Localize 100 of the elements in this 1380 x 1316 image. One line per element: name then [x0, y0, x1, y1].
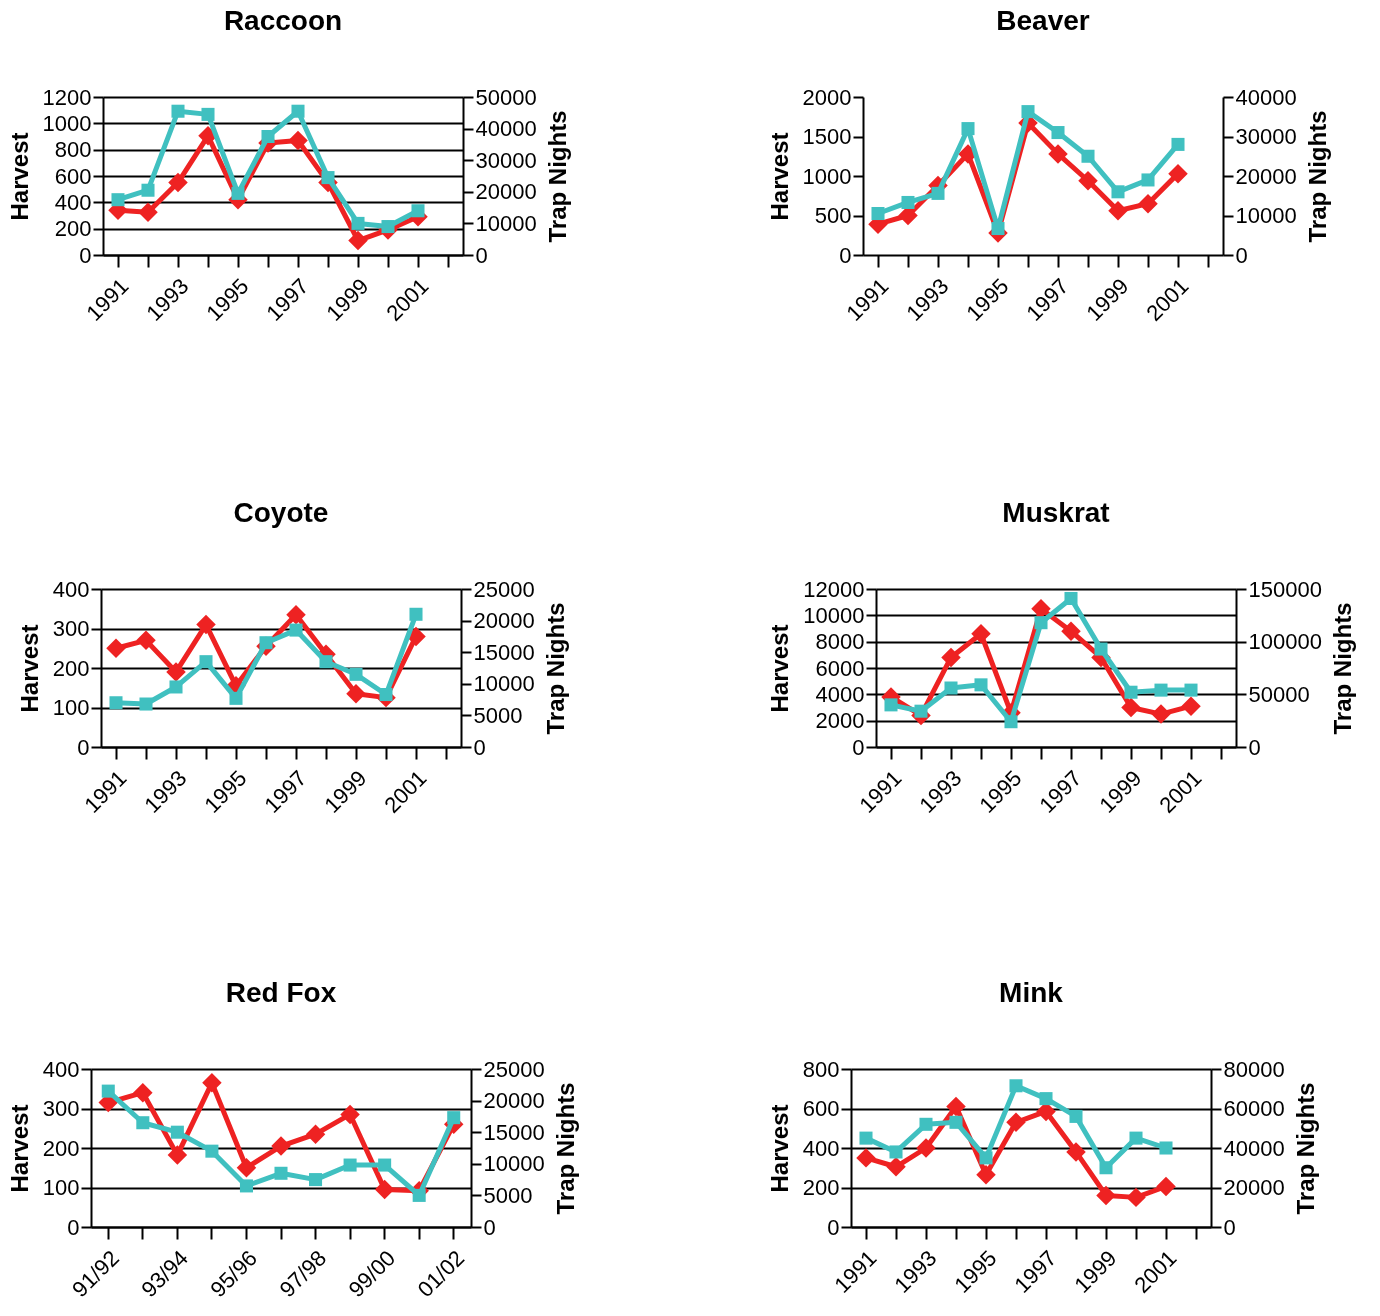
point: [941, 647, 961, 668]
y2-tick-label: 10000: [473, 671, 535, 697]
point: [305, 1124, 326, 1144]
point: [166, 662, 186, 682]
point: [916, 1138, 936, 1158]
y2-axis-title: Trap Nights: [543, 110, 571, 243]
y-tick-label: 500: [814, 203, 852, 228]
point: [1078, 170, 1098, 191]
y2-tick-label: 10000: [483, 1151, 545, 1177]
y2-tick-label: 0: [1235, 242, 1248, 268]
y-axis-title: Harvest: [5, 132, 33, 221]
y-tick-label: 12000: [803, 576, 865, 602]
chart-title: Red Fox: [225, 977, 337, 1008]
point: [931, 186, 945, 200]
point: [1108, 201, 1128, 221]
point: [979, 1151, 993, 1165]
point: [133, 1082, 153, 1103]
y2-tick-label: 60000: [1223, 1096, 1285, 1121]
y-tick-label: 600: [54, 163, 92, 189]
y2-tick-label: 10000: [1235, 203, 1297, 228]
y2-tick-label: 25000: [473, 576, 535, 602]
point: [1124, 685, 1138, 699]
y2-tick-label: 20000: [473, 608, 535, 634]
y-tick-label: 0: [67, 1214, 80, 1240]
chart-title: Mink: [999, 977, 1064, 1008]
y-tick-label: 0: [827, 1214, 840, 1240]
point: [859, 1131, 873, 1145]
y-tick-label: 300: [52, 616, 90, 641]
point: [949, 1115, 963, 1129]
point: [239, 1179, 253, 1193]
y2-tick-label: 0: [483, 1214, 496, 1240]
y-tick-label: 0: [77, 734, 90, 760]
point: [288, 130, 308, 151]
y2-tick-label: 20000: [475, 179, 537, 205]
y-axis-title: Harvest: [15, 624, 43, 713]
point: [1094, 642, 1108, 656]
y2-tick-label: 40000: [1235, 84, 1297, 110]
point: [976, 1164, 996, 1185]
point: [1061, 621, 1081, 641]
y2-tick-label: 20000: [1223, 1175, 1285, 1200]
point: [1111, 185, 1125, 199]
y2-tick-label: 5000: [473, 702, 523, 728]
y-tick-label: 400: [802, 1135, 840, 1161]
point: [1159, 1141, 1173, 1155]
point: [1121, 697, 1141, 718]
chart-title: Muskrat: [1002, 497, 1110, 528]
point: [961, 122, 975, 136]
y-axis-title: Harvest: [765, 1104, 793, 1193]
point: [374, 1179, 395, 1200]
point: [1171, 137, 1185, 151]
point: [1168, 163, 1188, 184]
point: [1126, 1187, 1146, 1208]
y-axis-title: Harvest: [5, 1104, 33, 1193]
point: [901, 195, 915, 209]
y-tick-label: 200: [802, 1175, 840, 1200]
point: [136, 1116, 150, 1130]
point: [170, 1125, 184, 1139]
point: [1099, 1161, 1113, 1175]
point: [1066, 1142, 1086, 1162]
y2-tick-label: 20000: [1235, 163, 1297, 189]
point: [289, 623, 303, 637]
point: [199, 655, 213, 669]
point: [1048, 144, 1068, 164]
point: [167, 1145, 188, 1165]
point: [411, 204, 425, 218]
point: [919, 1117, 933, 1131]
point: [271, 1136, 291, 1156]
y2-axis-title: Trap Nights: [541, 602, 569, 735]
point: [378, 1158, 392, 1172]
y2-tick-label: 0: [473, 734, 486, 760]
y-tick-label: 0: [839, 242, 852, 268]
point: [346, 683, 366, 704]
point: [169, 680, 183, 694]
y-tick-label: 100: [52, 695, 90, 720]
point: [1151, 704, 1171, 724]
point: [106, 638, 126, 658]
point: [914, 704, 928, 718]
point: [856, 1148, 876, 1168]
point: [196, 614, 216, 635]
point: [274, 1166, 288, 1180]
point: [351, 216, 365, 230]
point: [291, 104, 305, 118]
point: [1064, 591, 1078, 605]
y-tick-label: 300: [42, 1096, 80, 1121]
y2-axis-title: Trap Nights: [1303, 110, 1331, 243]
y2-tick-label: 80000: [1223, 1056, 1285, 1082]
point: [349, 667, 363, 681]
point: [1081, 149, 1095, 163]
point: [1156, 1176, 1176, 1197]
point: [141, 183, 155, 197]
y2-tick-label: 25000: [483, 1056, 545, 1082]
point: [201, 107, 215, 121]
y2-tick-label: 30000: [1235, 124, 1297, 149]
y-tick-label: 0: [79, 242, 92, 268]
point: [889, 1145, 903, 1159]
point: [871, 207, 885, 221]
point: [136, 630, 156, 651]
y2-tick-label: 20000: [483, 1088, 545, 1114]
point: [1006, 1112, 1026, 1133]
y2-axis-title: Trap Nights: [1328, 602, 1356, 735]
